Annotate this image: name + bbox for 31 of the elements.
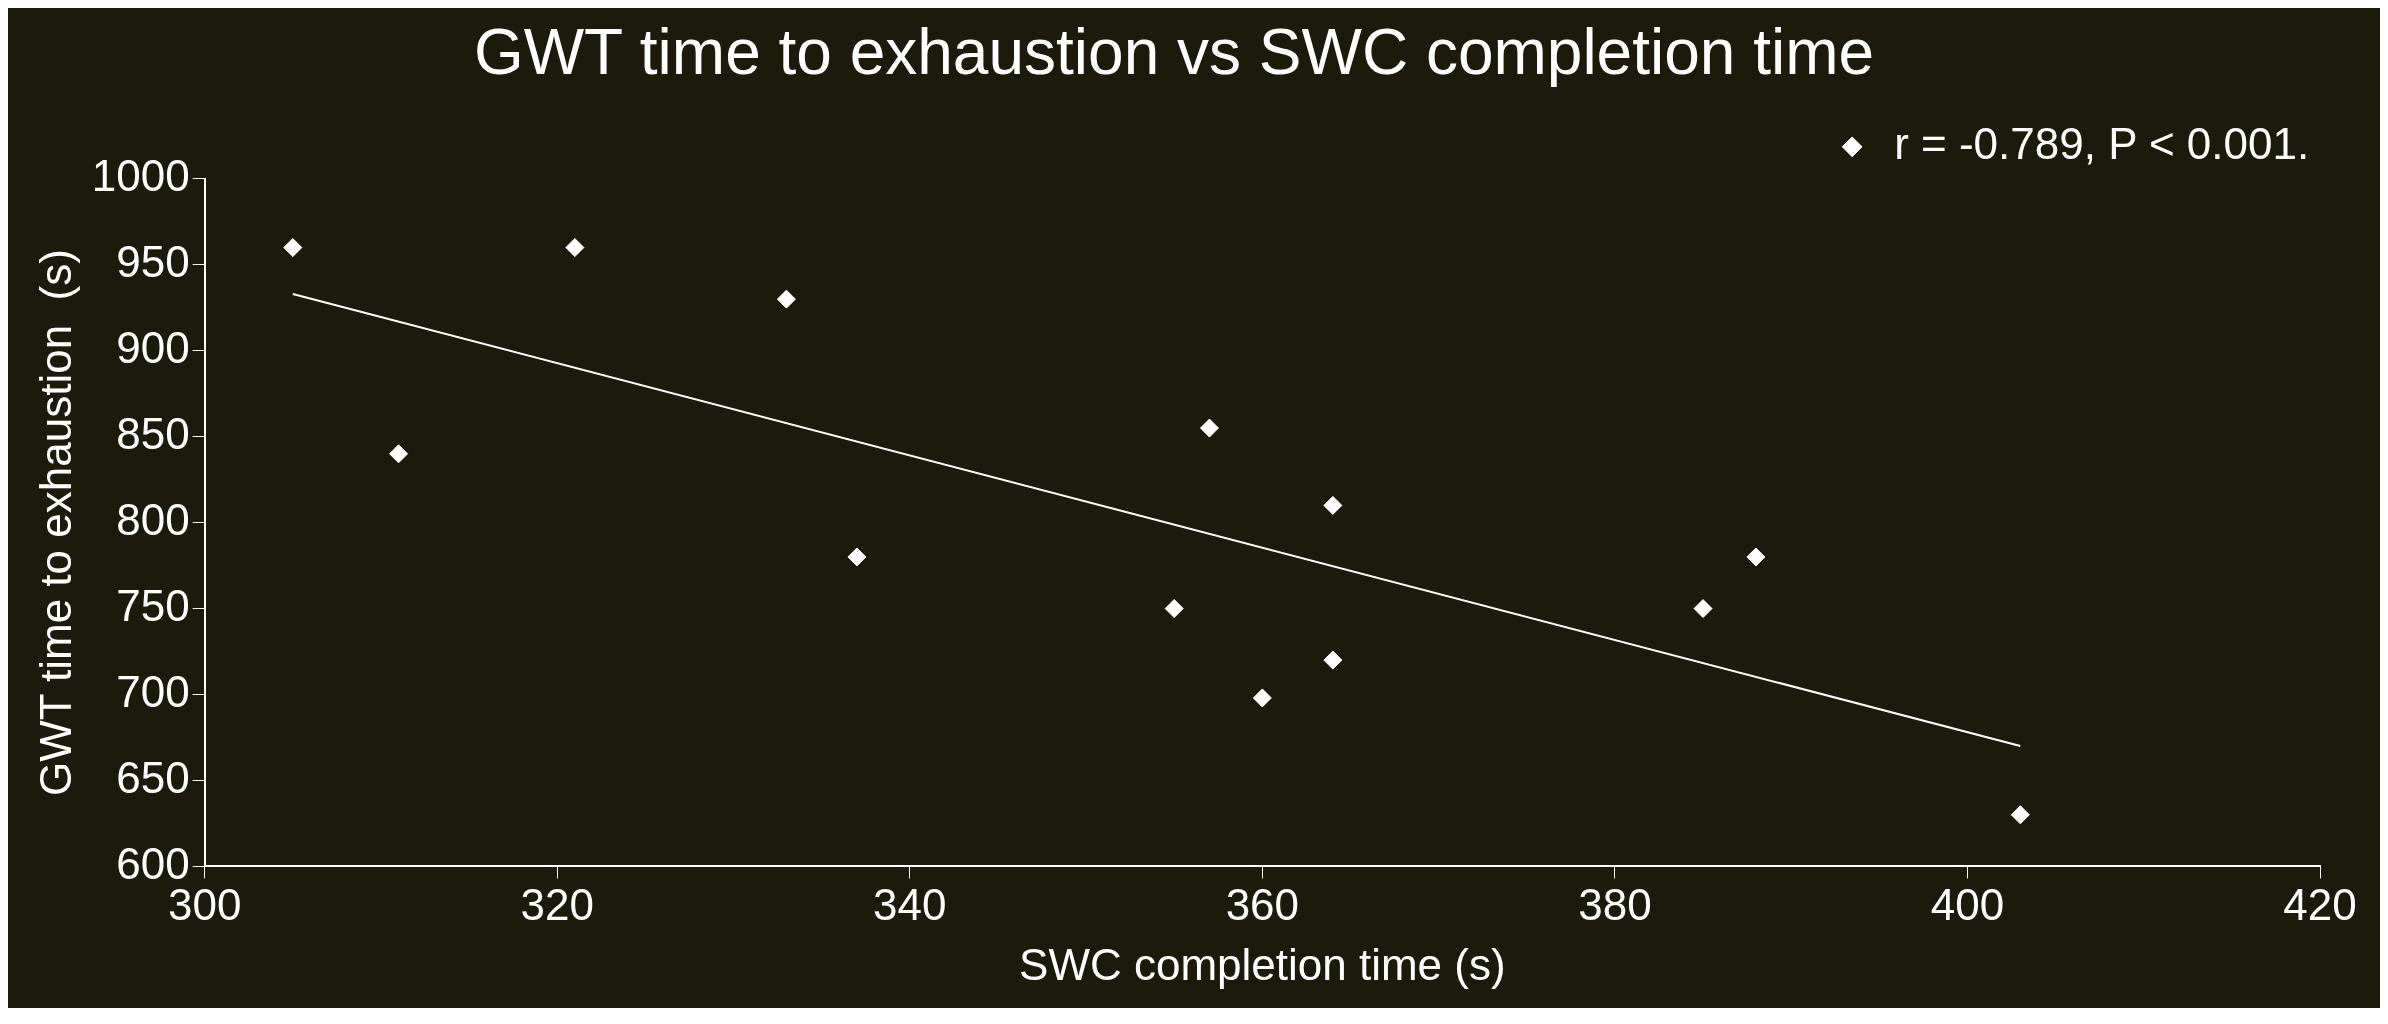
y-tick-label: 700: [116, 666, 190, 716]
point: [1323, 650, 1343, 670]
y-axis-title: GWT time to exhaustion (s): [30, 249, 80, 797]
point: [776, 289, 796, 309]
point: [1693, 599, 1713, 619]
y-tick-label: 800: [116, 494, 190, 544]
point: [565, 238, 585, 258]
x-tick-label: 320: [520, 879, 594, 929]
y-tick-label: 1000: [91, 150, 190, 200]
point: [1323, 495, 1343, 515]
chart-title: GWT time to exhaustion vs SWC completion time: [473, 16, 1875, 89]
x-tick-label: 360: [1225, 879, 1300, 929]
legend-label: r = -0.789, P < 0.001.: [1894, 118, 2310, 168]
y-tick-label: 950: [116, 236, 190, 286]
x-tick-label: 380: [1578, 879, 1652, 929]
x-tick-label: 340: [873, 879, 947, 929]
point: [1164, 599, 1184, 619]
point: [847, 547, 867, 567]
point: [1199, 418, 1219, 438]
x-tick-label: 400: [1930, 879, 2005, 929]
x-axis-title: SWC completion time (s): [1019, 939, 1506, 989]
point: [283, 238, 303, 258]
y-tick-label: 650: [116, 752, 190, 802]
y-tick-label: 850: [116, 408, 190, 458]
point: [1746, 547, 1766, 567]
point: [1252, 688, 1272, 708]
point: [2010, 805, 2030, 825]
point: [389, 444, 409, 464]
y-tick-label: 750: [116, 580, 190, 630]
x-tick-label: 420: [2283, 879, 2357, 929]
y-tick-label: 900: [116, 322, 190, 372]
